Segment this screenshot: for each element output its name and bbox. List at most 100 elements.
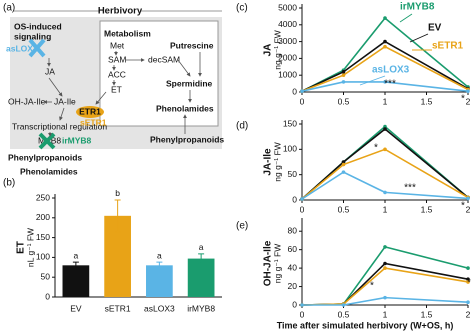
y-tick-label: 100 <box>283 144 297 154</box>
legend-pointer <box>399 13 413 23</box>
error-bar <box>114 199 121 233</box>
x-tick-label: 2 <box>466 309 471 319</box>
series-line <box>301 148 469 200</box>
point <box>383 16 387 20</box>
significance-mark: * <box>461 201 465 212</box>
legend-label: irMYB8 <box>400 2 435 13</box>
point <box>383 295 387 300</box>
panel-label: (a) <box>3 3 15 14</box>
significance-mark: * <box>374 143 378 154</box>
node: Transcriptional regulation <box>12 121 107 131</box>
node: irMYB8 <box>62 135 92 145</box>
y-tick-label: 0 <box>292 299 297 309</box>
significance-letter: b <box>115 188 120 198</box>
y-axis-unit: ng g⁻¹ FW <box>272 142 282 181</box>
y-axis-title: JA <box>263 44 274 57</box>
y-axis-unit: nL g⁻¹ FW <box>25 228 35 267</box>
node: sETR1 <box>80 117 107 127</box>
node: Phenolamides <box>20 166 78 176</box>
node: ACC <box>108 69 126 79</box>
y-tick-label: 0 <box>292 86 297 96</box>
point <box>341 80 346 84</box>
node: Met <box>110 40 125 50</box>
y-tick-label: 0 <box>292 194 297 204</box>
legend-pointer <box>409 33 429 43</box>
panel-label: (d) <box>236 121 248 132</box>
point <box>341 160 346 164</box>
diagram: (a) Herbivory OS-induced signaling asLOX… <box>3 3 224 177</box>
y-tick-label: 50 <box>41 271 51 281</box>
significance-mark: * <box>370 281 374 292</box>
series-line <box>301 45 469 92</box>
point <box>383 266 387 270</box>
point <box>383 44 387 49</box>
point <box>341 73 346 77</box>
x-tick-label: 2 <box>466 96 471 106</box>
legend-label: sETR1 <box>432 41 464 52</box>
x-tick-label: 0 <box>300 309 305 319</box>
x-tick-label: 0 <box>300 204 305 214</box>
y-tick-label: 100 <box>36 252 50 262</box>
y-tick-label: 80 <box>288 225 298 235</box>
node: JA <box>45 66 55 76</box>
panel-label: (c) <box>236 3 248 14</box>
point <box>300 89 304 93</box>
point <box>383 190 387 195</box>
node: Spermidine <box>166 78 213 88</box>
point <box>466 277 470 281</box>
x-tick-label: 2 <box>466 204 471 214</box>
y-tick-label: 20 <box>288 281 298 291</box>
point <box>383 245 387 249</box>
error-bar <box>72 261 79 269</box>
y-tick-label: 250 <box>36 192 50 202</box>
point <box>383 127 387 131</box>
point <box>341 170 346 174</box>
error-bar <box>156 261 163 269</box>
series-line <box>302 296 469 306</box>
point <box>341 162 346 167</box>
significance-letter: a <box>157 250 162 260</box>
series-line <box>301 128 469 200</box>
node: asLOX3 <box>6 43 38 53</box>
point <box>383 147 387 152</box>
point <box>341 70 346 74</box>
y-tick-label: 50 <box>288 169 298 179</box>
x-tick-label: 1 <box>383 309 388 319</box>
y-tick-label: 1000 <box>278 69 297 79</box>
significance-letter: a <box>199 242 204 252</box>
point <box>466 89 470 93</box>
x-tick-label: 0.5 <box>338 96 350 106</box>
label: OS-induced <box>14 21 62 31</box>
bar <box>187 258 215 297</box>
node: JA-Ile <box>54 96 76 106</box>
node: Phenolamides <box>156 103 214 113</box>
y-axis-title: ET <box>16 241 27 254</box>
legend-label: asLOX3 <box>372 65 410 76</box>
point <box>383 124 387 129</box>
node: OH-JA-Ile <box>8 96 46 106</box>
significance-mark: *** <box>384 79 396 90</box>
x-tick-label: 1 <box>383 204 388 214</box>
receptor <box>76 106 104 118</box>
x-tick-label: 0.5 <box>338 204 350 214</box>
label: Metabolism <box>104 28 151 38</box>
x-tick-label: 1.5 <box>421 204 433 214</box>
node: ETR1 <box>79 106 101 116</box>
y-tick-label: 5000 <box>278 2 297 12</box>
legend-label: EV <box>428 23 442 34</box>
node: SAM <box>108 54 126 64</box>
y-tick-label: 0 <box>45 291 50 301</box>
y-tick-label: 4000 <box>278 19 297 29</box>
y-tick-label: 150 <box>283 118 297 128</box>
y-tick-label: 200 <box>36 212 50 222</box>
knockdown-x <box>28 38 46 58</box>
label: signaling <box>14 31 51 41</box>
error-bar <box>198 253 205 264</box>
panel-label: (b) <box>3 178 15 189</box>
x-tick-label: 1.5 <box>421 96 433 106</box>
x-axis-title: Time after simulated herbivory (W+OS, h) <box>277 320 454 330</box>
x-tick-label: 0.5 <box>338 309 350 319</box>
y-tick-label: 2000 <box>278 53 297 63</box>
x-tick-label: asLOX3 <box>144 303 175 313</box>
x-tick-label: irMYB8 <box>187 303 215 313</box>
